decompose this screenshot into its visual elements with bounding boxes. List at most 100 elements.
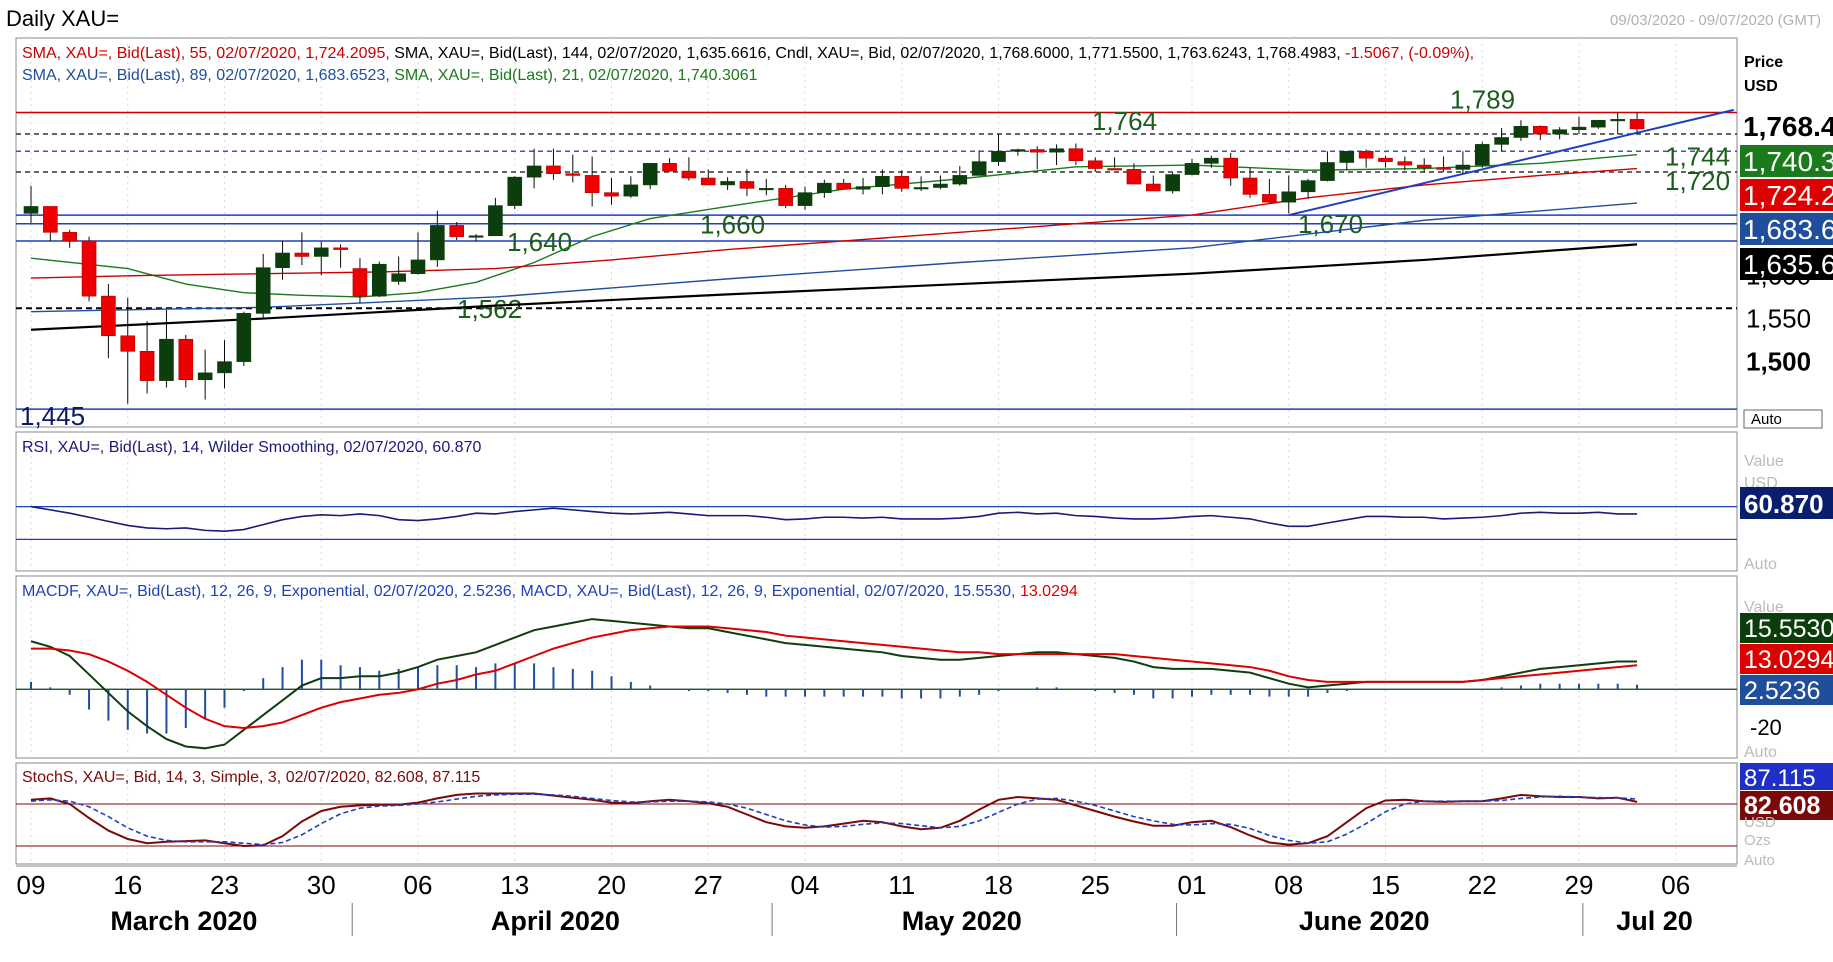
candle-body (1281, 191, 1297, 203)
candle-body (371, 263, 387, 297)
candle-body (352, 268, 368, 297)
candle-body (81, 240, 97, 297)
date-tick-label: 15 (1371, 870, 1400, 900)
stoch-k-value-box (1740, 791, 1833, 820)
candle-body (913, 187, 929, 190)
price-value-box (1740, 213, 1833, 245)
month-label: May 2020 (902, 906, 1022, 936)
candle-body (720, 181, 735, 186)
rsi-value-box (1740, 487, 1833, 519)
price-panel-frame (15, 37, 1738, 428)
price-axis-unit: Price (1744, 54, 1783, 71)
candle-body (1010, 149, 1026, 152)
candle-body (23, 206, 39, 214)
candle-body (1358, 150, 1374, 159)
rsi-axis-value: Value (1744, 453, 1784, 470)
candle-body (1474, 144, 1490, 166)
level-label: 1,764 (1092, 106, 1157, 136)
candle-body (120, 335, 136, 352)
price-tick-label: 1,550 (1746, 304, 1811, 334)
window-title: Daily XAU= (6, 6, 120, 31)
header-segment: SMA, XAU=, Bid(Last), 89, 02/07/2020, 1,… (22, 67, 394, 84)
candle-body (62, 232, 78, 242)
price-value-box (1740, 248, 1833, 280)
candle-body (797, 192, 813, 206)
macd-axis-value: Value (1744, 599, 1784, 616)
candle-body (836, 182, 852, 190)
month-label: Jul 20 (1616, 906, 1693, 936)
price-value-label: 1,683.6 (1743, 214, 1833, 245)
candle-body (255, 267, 271, 314)
candle-body (739, 181, 755, 189)
candle-body (159, 338, 174, 381)
price-axis-unit: USD (1744, 78, 1778, 95)
candle-body (952, 175, 968, 185)
date-tick-label: 09 (17, 870, 46, 900)
macd-value-label: 2.5236 (1744, 677, 1820, 705)
candle-body (507, 176, 523, 206)
date-tick-label: 30 (307, 870, 336, 900)
date-tick-label: 06 (1661, 870, 1690, 900)
sma-line (30, 202, 1638, 313)
date-tick-label: 06 (404, 870, 433, 900)
candle-body (101, 295, 116, 337)
candle-body (778, 188, 793, 206)
candle-body (526, 165, 542, 178)
candle-body (1262, 194, 1277, 203)
level-label: 1,720 (1665, 166, 1730, 196)
candle-body (313, 247, 329, 257)
candle-body (700, 177, 716, 186)
candle-body (604, 192, 619, 197)
rsi-value-label: 60.870 (1744, 489, 1824, 519)
price-value-label: 1,635.6 (1743, 249, 1833, 280)
candle-body (1107, 168, 1122, 171)
month-label: April 2020 (491, 906, 620, 936)
date-tick-label: 29 (1565, 870, 1594, 900)
date-tick-label: 18 (984, 870, 1013, 900)
stoch-k-line (30, 792, 1638, 848)
candle-body (139, 351, 155, 381)
candle-body (1610, 119, 1625, 122)
stoch-axis-unit: USD (1744, 814, 1776, 831)
candle-body (1146, 183, 1161, 192)
candle-body (1068, 148, 1084, 162)
candle-body (1533, 125, 1548, 135)
macd-tick-label: -20 (1750, 715, 1782, 740)
price-value-label: 1,768.4 (1743, 111, 1833, 142)
header-segment: -1.5067, (-0.09%), (1345, 45, 1474, 62)
date-tick-label: 13 (500, 870, 529, 900)
header-segment: SMA, XAU=, Bid(Last), 144, 02/07/2020, 1… (394, 45, 775, 62)
candle-body (1087, 160, 1103, 169)
candle-body (178, 338, 194, 381)
candle-body (1494, 137, 1509, 145)
candle-body (971, 161, 987, 176)
candle-body (333, 247, 348, 250)
price-value-box (1740, 145, 1833, 177)
price-value-label: 1,724.2 (1743, 180, 1833, 211)
sma-line (30, 243, 1638, 331)
candle-body (662, 163, 677, 172)
candle-body (468, 235, 484, 238)
macd-auto-label: Auto (1744, 744, 1777, 761)
trendline (1288, 108, 1735, 217)
rsi-line (30, 505, 1638, 533)
header-segment: SMA, XAU=, Bid(Last), 21, 02/07/2020, 1,… (394, 67, 757, 84)
candle-body (391, 273, 406, 282)
sma-line (30, 154, 1638, 298)
rsi-header: RSI, XAU=, Bid(Last), 14, Wilder Smoothi… (22, 439, 481, 456)
date-tick-label: 20 (597, 870, 626, 900)
candle-body (1571, 126, 1587, 131)
level-label: 1,445 (20, 401, 85, 431)
candle-body (1552, 129, 1567, 135)
candle-body (488, 205, 503, 237)
candle-body (294, 252, 310, 257)
macd-value-label: 13.0294 (1744, 646, 1833, 674)
candle-body (236, 313, 252, 362)
candle-body (546, 165, 561, 174)
price-header-line: SMA, XAU=, Bid(Last), 55, 02/07/2020, 1,… (22, 45, 1474, 62)
header-segment: SMA, XAU=, Bid(Last), 55, 02/07/2020, 1,… (22, 45, 394, 62)
stoch-d-value-box (1740, 763, 1833, 790)
candle-body (275, 252, 290, 268)
candle-body (1339, 150, 1355, 163)
